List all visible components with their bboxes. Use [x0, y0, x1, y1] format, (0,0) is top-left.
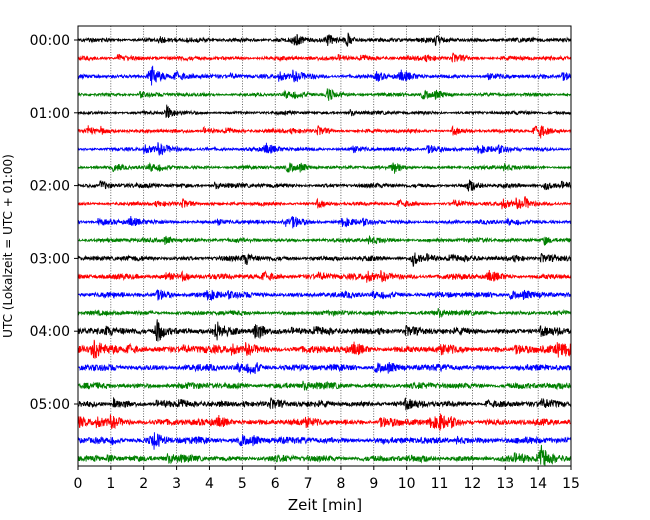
x-tick-label: 0	[74, 476, 83, 492]
trace-row-19	[77, 380, 572, 392]
x-tick-label: 11	[431, 476, 449, 492]
x-tick-label: 10	[398, 476, 416, 492]
trace-row-0	[77, 32, 572, 47]
trace-row-4	[77, 104, 572, 119]
trace-layer	[77, 32, 572, 466]
x-tick-label: 12	[463, 476, 481, 492]
y-tick-label: 02:00	[30, 179, 70, 195]
grid-layer	[110, 26, 539, 466]
trace-row-9	[77, 196, 572, 210]
trace-row-12	[77, 252, 572, 267]
y-tick-label: 03:00	[30, 251, 70, 267]
x-tick-label: 15	[562, 476, 580, 492]
trace-row-7	[77, 161, 572, 174]
trace-row-5	[77, 124, 572, 139]
trace-row-16	[77, 319, 572, 342]
y-axis-ticks: 00:00 01:00 02:00 03:00 04:00 05:00	[30, 33, 78, 413]
x-tick-label: 2	[139, 476, 148, 492]
trace-row-22	[77, 432, 572, 450]
plot-frame	[77, 25, 572, 467]
trace-row-8	[77, 179, 572, 192]
x-axis-title: Zeit [min]	[288, 496, 362, 514]
trace-row-23	[77, 444, 572, 466]
trace-row-6	[77, 142, 572, 156]
x-tick-label: 6	[271, 476, 280, 492]
trace-row-15	[77, 308, 572, 318]
y-tick-label: 01:00	[30, 106, 70, 122]
x-tick-label: 13	[496, 476, 514, 492]
trace-row-18	[77, 361, 572, 375]
y-axis-title: UTC (Lokalzeit = UTC + 01:00)	[1, 154, 15, 338]
trace-row-2	[77, 65, 572, 86]
y-tick-label: 00:00	[30, 33, 70, 49]
trace-row-10	[77, 215, 572, 229]
trace-row-20	[77, 396, 572, 411]
trace-row-13	[77, 269, 572, 283]
x-tick-label: 3	[172, 476, 181, 492]
trace-row-1	[77, 52, 572, 63]
x-tick-label: 14	[529, 476, 547, 492]
trace-row-21	[77, 413, 572, 431]
trace-row-17	[77, 339, 572, 359]
x-tick-label: 9	[369, 476, 378, 492]
trace-row-14	[77, 289, 572, 302]
x-tick-label: 5	[238, 476, 247, 492]
trace-row-3	[77, 88, 572, 101]
trace-row-11	[77, 235, 572, 247]
x-axis-ticks: 0 1 2 3 4 5 6 7 8 9 10 11 12 13 14 15	[74, 466, 580, 492]
y-tick-label: 05:00	[30, 397, 70, 413]
y-tick-label: 04:00	[30, 324, 70, 340]
x-tick-label: 4	[205, 476, 214, 492]
x-tick-label: 1	[106, 476, 115, 492]
x-tick-label: 8	[336, 476, 345, 492]
x-tick-label: 7	[304, 476, 313, 492]
